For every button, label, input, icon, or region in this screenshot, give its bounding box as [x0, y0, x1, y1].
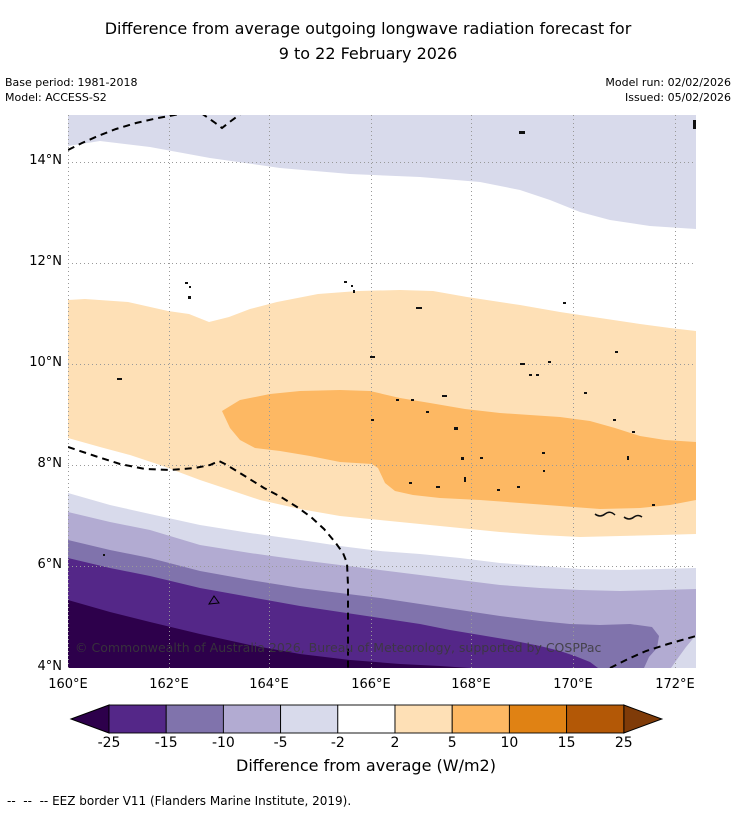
colorbar-extend-right [623, 704, 664, 734]
colorbar-tick-label: 2 [390, 735, 400, 751]
colorbar-segment [108, 704, 167, 734]
title-line-2: 9 to 22 February 2026 [278, 44, 458, 63]
colorbar-tick-label: -2 [330, 735, 345, 751]
contour-map: © Commonwealth of Australia 2026, Bureau… [68, 115, 696, 668]
colorbar-tick-label: -10 [211, 735, 235, 751]
page-title: Difference from average outgoing longwav… [0, 16, 736, 66]
x-tick-label: 168°E [451, 677, 491, 692]
colorbar-segment [451, 704, 510, 734]
colorbar-segment [165, 704, 224, 734]
small-closed-contour [208, 595, 220, 605]
colorbar-tick-label: 5 [447, 735, 457, 751]
x-tick-label: 172°E [655, 677, 695, 692]
y-tick-label: 4°N [37, 659, 63, 674]
island-coastline-curls [594, 511, 643, 520]
meta-left: Base period: 1981-2018 Model: ACCESS-S2 [5, 76, 137, 105]
colorbar-segment [566, 704, 625, 734]
colorbar-extend-left [69, 704, 110, 734]
x-tick-label: 160°E [48, 677, 88, 692]
eez-dash-sample: -- -- -- [7, 794, 49, 808]
contour-band-central-positive-core [222, 390, 696, 509]
x-tick-label: 164°E [249, 677, 289, 692]
eez-border-line [68, 115, 696, 668]
colorbar-segment [222, 704, 282, 734]
y-tick-label: 6°N [37, 557, 63, 572]
base-period-label: Base period: 1981-2018 [5, 76, 138, 89]
colorbar-segment [508, 704, 568, 734]
eez-footnote-text: EEZ border V11 (Flanders Marine Institut… [48, 794, 352, 808]
y-tick-label: 10°N [29, 355, 62, 370]
y-tick-label: 8°N [37, 456, 63, 471]
colorbar-label: Difference from average (W/m2) [236, 756, 496, 775]
title-line-1: Difference from average outgoing longwav… [104, 19, 632, 38]
colorbar-tick-label: 15 [557, 735, 576, 751]
eez-footnote: -- -- -- EEZ border V11 (Flanders Marine… [7, 794, 351, 808]
issued-label: Issued: 05/02/2026 [624, 90, 731, 104]
model-run-label: Model run: 02/02/2026 [605, 76, 731, 89]
colorbar-segment [394, 704, 453, 734]
x-tick-label: 162°E [149, 677, 189, 692]
colorbar-tick-label: -5 [273, 735, 288, 751]
meta-right: Model run: 02/02/2026 Issued: 05/02/2026 [605, 76, 731, 105]
colorbar-tick-label: 25 [614, 735, 633, 751]
contour-band-south-band-minus25 [68, 600, 470, 668]
model-label: Model: ACCESS-S2 [5, 90, 107, 104]
x-tick-label: 166°E [351, 677, 391, 692]
copyright-watermark: © Commonwealth of Australia 2026, Bureau… [75, 640, 601, 655]
gridlines [68, 115, 696, 668]
colorbar-tick-label: 10 [500, 735, 519, 751]
colorbar-segment [280, 704, 339, 734]
colorbar-tick-label: -15 [154, 735, 178, 751]
y-tick-label: 12°N [29, 254, 62, 269]
colorbar-tick-label: -25 [97, 735, 121, 751]
colorbar-segment [337, 704, 396, 734]
contour-band-north-band [68, 115, 696, 229]
x-tick-label: 170°E [553, 677, 593, 692]
y-tick-label: 14°N [29, 153, 62, 168]
colorbar [69, 704, 664, 734]
island-marks [103, 120, 696, 556]
